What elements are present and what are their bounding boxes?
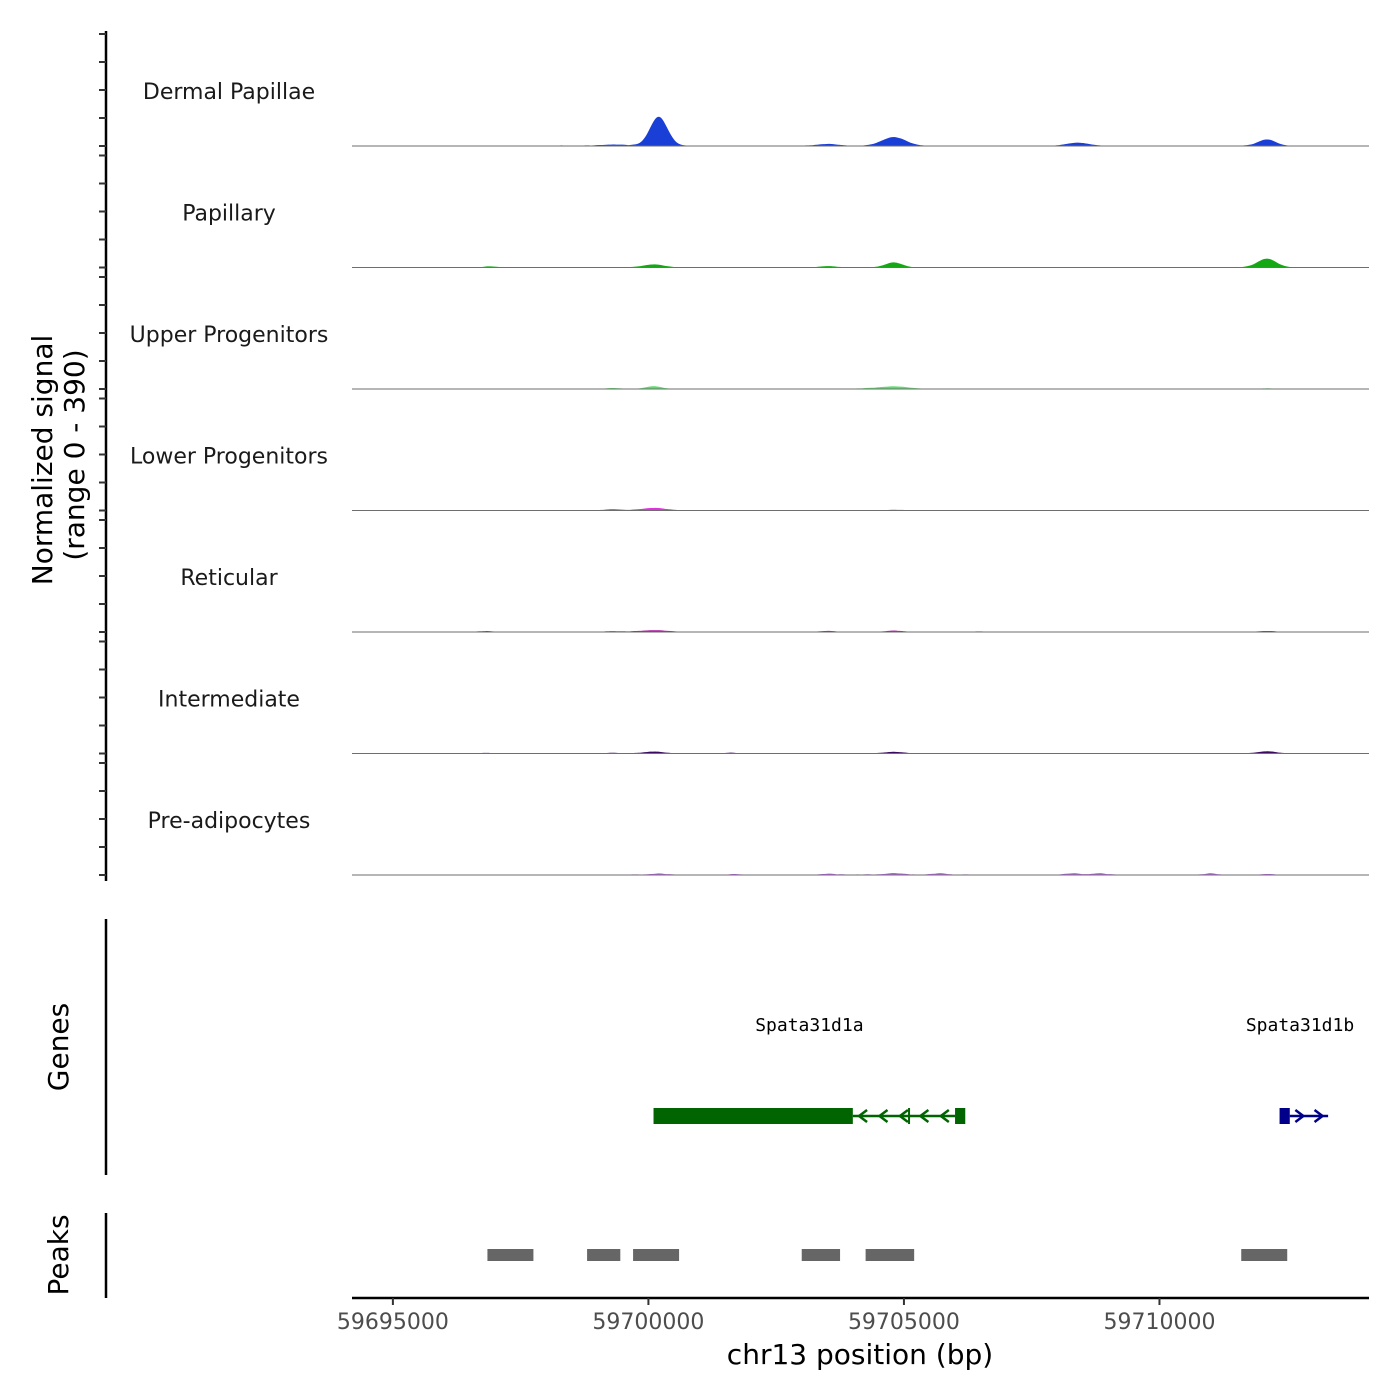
track-pre-adipocytes: Pre-adipocytes	[148, 809, 1369, 876]
track-label-lower-progenitors: Lower Progenitors	[130, 445, 328, 470]
signal-area-pre-adipocytes	[352, 872, 1369, 875]
peaks-axis-title: Peaks	[42, 1214, 75, 1295]
y-axis-title-line1: Normalized signal	[26, 335, 59, 586]
x-axis-ticks: 59695000 59700000 59705000 59710000	[337, 1298, 1215, 1335]
gene-exon	[1279, 1108, 1290, 1124]
peak-region	[633, 1249, 680, 1261]
track-label-reticular: Reticular	[180, 566, 278, 591]
track-label-pre-adipocytes: Pre-adipocytes	[148, 809, 311, 834]
track-label-upper-progenitors: Upper Progenitors	[130, 323, 329, 348]
signal-y-ticks	[99, 33, 106, 876]
x-tick-label: 59710000	[1103, 1310, 1215, 1335]
x-axis-title: chr13 position (bp)	[727, 1338, 993, 1371]
strand-arrow	[877, 1109, 889, 1123]
track-upper-progenitors: Upper Progenitors	[130, 323, 1369, 390]
gene-spata31d1b: Spata31d1b	[1246, 1015, 1354, 1124]
genes-axis-title: Genes	[42, 1003, 75, 1091]
track-dermal-papillae: Dermal Papillae	[143, 80, 1369, 147]
gene-label-spata31d1a: Spata31d1a	[755, 1015, 863, 1036]
signal-area-lower-progenitors	[352, 507, 1369, 511]
x-tick-label: 59705000	[848, 1310, 960, 1335]
signal-area-papillary	[352, 258, 1369, 268]
peak-region	[865, 1249, 915, 1261]
peak-region	[587, 1249, 621, 1261]
track-lower-progenitors: Lower Progenitors	[130, 445, 1369, 511]
peak-track	[487, 1249, 1288, 1261]
strand-arrow	[1294, 1109, 1306, 1123]
gene-spata31d1a: Spata31d1a	[653, 1015, 966, 1124]
strand-arrow	[856, 1109, 868, 1123]
track-label-intermediate: Intermediate	[158, 688, 300, 713]
gene-exon	[653, 1108, 853, 1124]
gene-exon	[955, 1108, 966, 1124]
track-papillary: Papillary	[182, 202, 1369, 268]
signal-area-dermal-papillae	[352, 116, 1369, 146]
signal-area-upper-progenitors	[352, 386, 1369, 389]
x-tick-label: 59700000	[592, 1310, 704, 1335]
y-axis-title-line2: (range 0 - 390)	[58, 349, 91, 560]
gene-track: Spata31d1a Spata31d1b	[653, 1015, 1354, 1124]
track-label-papillary: Papillary	[182, 202, 276, 227]
peak-region	[1241, 1249, 1288, 1261]
peak-region	[801, 1249, 841, 1261]
x-tick-label: 59695000	[337, 1310, 449, 1335]
track-label-dermal-papillae: Dermal Papillae	[143, 80, 315, 105]
strand-arrow	[1313, 1109, 1325, 1123]
track-reticular: Reticular	[180, 566, 1369, 633]
gene-label-spata31d1b: Spata31d1b	[1246, 1015, 1354, 1036]
strand-arrow	[938, 1109, 950, 1123]
strand-arrow	[918, 1109, 930, 1123]
peak-region	[487, 1249, 534, 1261]
signal-tracks: Dermal Papillae Papillary Upper Progenitor…	[130, 80, 1369, 876]
strand-arrow	[897, 1109, 909, 1123]
track-intermediate: Intermediate	[158, 688, 1369, 754]
